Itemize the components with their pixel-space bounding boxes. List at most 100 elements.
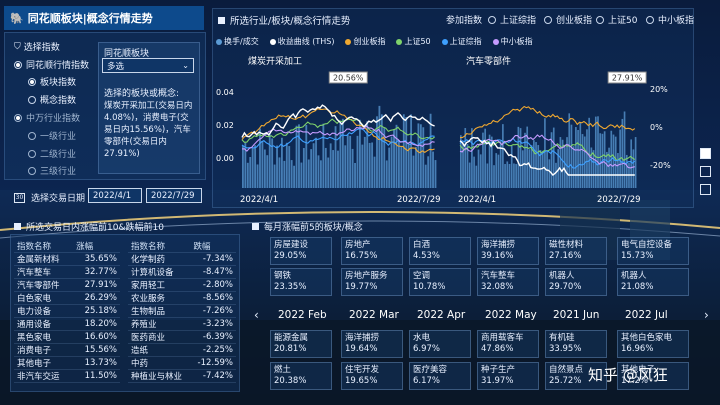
column-header[interactable]: 指数名称 [128, 240, 191, 253]
monthly-cell-value: 16.75% [345, 251, 378, 261]
index-option-zxb[interactable]: 中小板指 [646, 13, 694, 26]
down-table-row[interactable]: 医药商业 -6.39% [128, 330, 236, 344]
change-cell: 32.77% [73, 265, 120, 279]
monthly-cell[interactable]: 白酒 4.53% [409, 237, 471, 265]
up-table-row[interactable]: 消费电子 15.56% [14, 343, 120, 357]
up-table-row[interactable]: 汽车零部件 27.91% [14, 278, 120, 292]
turnover-bar [300, 162, 303, 188]
radio-ths-index[interactable]: 同花顺行情指数 [14, 58, 89, 71]
legend-item[interactable]: 上证50 [396, 36, 431, 47]
down-table-row[interactable]: 计算机设备 -8.47% [128, 265, 236, 279]
monthly-cell[interactable]: 燃土 20.38% [270, 362, 332, 390]
y-tick-label: 20% [650, 85, 668, 94]
down-table-row[interactable]: 生物制品 -7.26% [128, 304, 236, 318]
monthly-cell[interactable]: 住宅开发 19.65% [341, 362, 403, 390]
column-header[interactable]: 涨幅 [73, 240, 120, 253]
monthly-cell[interactable]: 能源金属 20.81% [270, 330, 332, 358]
monthly-cell[interactable]: 房地产 16.75% [341, 237, 403, 265]
turnover-bar [246, 162, 249, 188]
monthly-cell[interactable]: 种子生产 31.97% [477, 362, 539, 390]
board-select[interactable]: 多选 ⌄ [102, 58, 194, 73]
monthly-cell[interactable]: 医疗美容 6.17% [409, 362, 471, 390]
index-name-cell: 白色家电 [14, 291, 74, 305]
month-label: 2022 Mar [349, 309, 399, 321]
monthly-cell[interactable]: 水电 6.97% [409, 330, 471, 358]
monthly-cell[interactable]: 钢铁 23.35% [270, 268, 332, 296]
top-table-header: 所选交易日内涨幅前10&跌幅前10 [14, 220, 164, 233]
monthly-cell-value: 31.97% [481, 376, 514, 386]
radio-board-index[interactable]: 板块指数 [28, 75, 76, 88]
up-table-row[interactable]: 电力设备 25.18% [14, 304, 120, 318]
monthly-cell-value: 6.97% [413, 344, 441, 354]
down-table-row[interactable]: 造纸 -2.25% [128, 343, 236, 357]
next-month-arrow[interactable]: › [704, 308, 709, 322]
column-header[interactable]: 跌幅 [190, 240, 236, 253]
legend-item[interactable]: 收益曲线 (THS) [269, 36, 334, 47]
monthly-cell[interactable]: 机器人 29.70% [545, 268, 607, 296]
monthly-cell[interactable]: 海洋捕捞 39.16% [477, 237, 539, 265]
up-table-row[interactable]: 金属新材料 35.65% [14, 252, 120, 266]
column-header[interactable]: 指数名称 [14, 240, 74, 253]
radio-concept-index[interactable]: 概念指数 [28, 93, 76, 106]
monthly-cell[interactable]: 海洋捕捞 19.64% [341, 330, 403, 358]
up-table: 指数名称 涨幅 金属新材料 35.65% 汽车整车 32.77% 汽车零部件 27.91% 白色… [14, 240, 120, 383]
legend-item[interactable]: 创业板指 [345, 36, 385, 47]
monthly-cell[interactable]: 房地产服务 19.77% [341, 268, 403, 296]
down-table-row[interactable]: 养殖业 -3.23% [128, 317, 236, 331]
up-table-row[interactable]: 其他电子 13.73% [14, 356, 120, 370]
monthly-cell[interactable]: 商用载客车 47.86% [477, 330, 539, 358]
index-option-sz50[interactable]: 上证50 [596, 13, 637, 26]
monthly-cell-name: 住宅开发 [345, 365, 380, 375]
turnover-bar [468, 162, 471, 188]
radio-level1[interactable]: 一级行业 [28, 129, 76, 142]
monthly-cell[interactable]: 其他电子 17.2% [617, 362, 689, 390]
down-table-row[interactable]: 家用轻工 -2.80% [128, 278, 236, 292]
selected-info-label: 选择的板块或概念: [104, 89, 180, 99]
radio-level2[interactable]: 二级行业 [28, 147, 76, 160]
date-start-input[interactable]: 2022/4/1 [88, 188, 142, 203]
turnover-bar [577, 130, 579, 188]
monthly-cell[interactable]: 自然景点 25.72% [545, 362, 607, 390]
monthly-cell[interactable]: 磁性材料 27.16% [545, 237, 607, 265]
date-end-input[interactable]: 2022/7/29 [146, 188, 202, 203]
monthly-cell[interactable]: 电气自控设备 15.73% [617, 237, 689, 265]
down-table-row[interactable]: 化学制药 -7.34% [128, 252, 236, 266]
radio-level3[interactable]: 三级行业 [28, 164, 76, 177]
side-toggle-1[interactable] [700, 148, 711, 159]
up-table-row[interactable]: 汽车整车 32.77% [14, 265, 120, 279]
monthly-cell[interactable]: 空调 10.78% [409, 268, 471, 296]
turnover-bar [550, 132, 553, 188]
monthly-cell[interactable]: 汽车整车 32.08% [477, 268, 539, 296]
side-toggle-2[interactable] [700, 166, 711, 177]
turnover-bar [517, 126, 520, 188]
chart-title: 汽车零部件 [466, 55, 511, 67]
radio-zx-index[interactable]: 中万行业指数 [14, 111, 80, 124]
down-table-row[interactable]: 种植业与林业 -7.42% [128, 369, 236, 383]
monthly-cell-value: 10.78% [413, 282, 446, 292]
prev-month-arrow[interactable]: ‹ [254, 308, 259, 322]
radio-off-icon [28, 131, 36, 140]
turnover-bar [588, 117, 590, 188]
up-table-row[interactable]: 白色家电 26.29% [14, 291, 120, 305]
down-table-row[interactable]: 中药 -12.59% [128, 356, 236, 370]
legend-item[interactable]: 上证综指 [441, 36, 482, 47]
legend-item[interactable]: 中小板指 [492, 36, 533, 47]
up-table-row[interactable]: 黑色家电 16.60% [14, 330, 120, 344]
monthly-cell[interactable]: 其他白色家电 16.96% [617, 330, 689, 358]
monthly-cell[interactable]: 房屋建设 29.05% [270, 237, 332, 265]
turnover-bar [385, 160, 388, 188]
x-tick-label: 2022/7/29 [397, 195, 441, 205]
index-option-szzz[interactable]: 上证综指 [488, 13, 536, 26]
radio-on-icon [14, 60, 22, 69]
monthly-cell[interactable]: 机器人 21.08% [617, 268, 689, 296]
down-table-row[interactable]: 农业服务 -8.56% [128, 291, 236, 305]
up-table-row[interactable]: 通用设备 18.20% [14, 317, 120, 331]
turnover-bar [506, 161, 509, 188]
side-toggle-3[interactable] [700, 184, 711, 195]
index-option-cyb[interactable]: 创业板指 [544, 13, 592, 26]
up-table-row[interactable]: 非汽车交运 11.50% [14, 369, 120, 383]
legend-item[interactable]: 换手/成交 [216, 36, 259, 47]
turnover-bar [422, 127, 425, 188]
turnover-bar [519, 128, 522, 188]
monthly-cell[interactable]: 有机硅 33.95% [545, 330, 607, 358]
